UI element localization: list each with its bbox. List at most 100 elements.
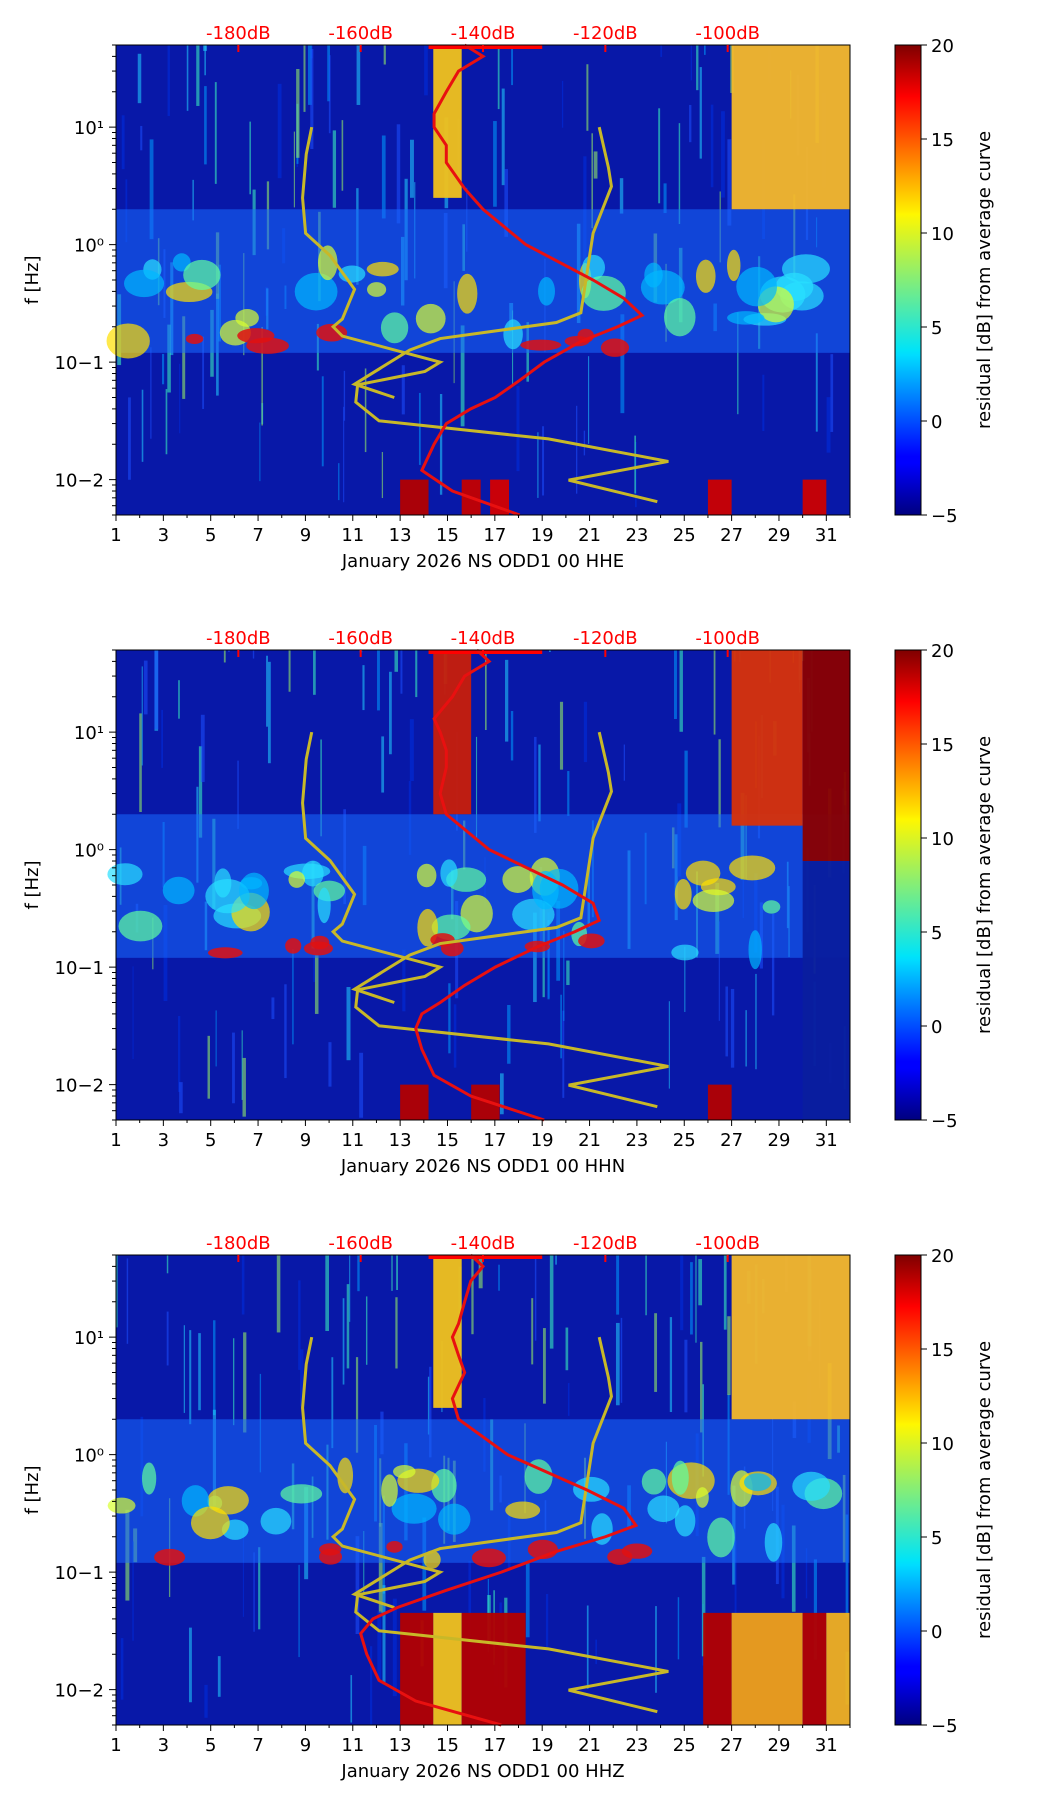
y-tick-label: 10−2 [55,1681,104,1702]
noise-streak [188,1627,192,1703]
noise-streak [698,1259,703,1306]
noise-streak [673,650,677,719]
y-axis: 10−2 10−1 10⁰ 10¹ f [Hz] [22,649,116,1121]
noise-streak [249,121,251,195]
top-db-label: -160dB [328,628,393,649]
top-db-label: -120dB [573,1233,638,1254]
microseism-blob [581,275,626,311]
noise-streak [207,1035,210,1099]
noise-streak [737,312,739,415]
noise-streak [658,108,661,204]
colorbar-tick-label: 0 [931,412,942,433]
x-tick-label: 31 [815,1130,838,1151]
x-tick-label: 1 [110,525,121,546]
noise-streak [217,1656,221,1697]
noise-streak [377,650,380,711]
nhnm-curve [351,1336,613,1609]
noise-streak [341,120,344,191]
noise-streak [346,987,351,1061]
noise-streak [678,123,681,224]
noise-streak [328,1042,332,1087]
colored-block [703,1612,732,1725]
noise-streak [346,1284,350,1369]
noise-streak [204,45,206,76]
microseism-blob [191,1506,230,1540]
noise-streak [537,432,539,498]
x-tick-label: 9 [300,1735,311,1756]
microseism-blob [393,1464,416,1479]
noise-streak [167,324,171,393]
noise-streak [266,655,268,727]
microseism-blob [505,1501,541,1519]
noise-streak [292,949,294,1045]
noise-streak [501,88,505,186]
noise-streak [357,1255,360,1292]
colored-block [731,45,850,210]
y-tick-label: 10⁰ [74,1446,104,1467]
x-tick-label: 23 [625,1130,648,1151]
microseism-blob [538,277,555,306]
noise-streak [689,104,692,143]
top-db-label: -100dB [695,628,760,649]
noise-streak [182,316,186,399]
noise-streak [471,1255,474,1335]
colorbar-tick-label: 5 [931,923,942,944]
noise-streak [395,1297,398,1369]
noise-streak [400,650,403,694]
noise-streak [271,997,275,1020]
microseism-peak [237,328,275,344]
noise-streak [198,746,203,838]
microseism-peak [319,1548,343,1565]
noise-streak [350,1675,353,1723]
noise-streak [132,966,134,1060]
microseism-blob [415,303,446,334]
noise-streak [162,353,165,385]
noise-streak [178,680,180,719]
x-tick-label: 11 [341,525,364,546]
nlnm-curve [301,731,669,1109]
noise-streak [298,1280,301,1370]
x-tick-label: 5 [205,1130,216,1151]
noise-streak [332,130,337,208]
noise-streak [132,1541,134,1641]
noise-streak [241,1030,243,1100]
noise-streak [734,1540,737,1632]
noise-streak [516,386,520,472]
microseism-blob [503,319,523,350]
noise-streak [321,376,324,467]
microseism-blob [641,1468,667,1495]
microseism-blob [107,863,143,886]
nhnm-curve [351,731,613,1004]
x-tick-label: 17 [483,1130,506,1151]
microseism-peak [207,947,243,959]
colored-block [731,1612,803,1725]
noise-streak [562,1010,565,1098]
microseism-blob [663,297,696,337]
noise-streak [718,739,721,828]
noise-streak [143,660,148,715]
microseism-blob [124,269,165,298]
x-tick-label: 3 [158,1735,169,1756]
top-db-label: -120dB [573,23,638,44]
noise-streak [830,354,834,432]
noise-streak [320,739,322,837]
colored-block [802,1612,827,1725]
noise-streak [161,709,163,768]
colorbar-label: residual [dB] from average curve [974,736,995,1034]
noise-streak [771,913,775,1016]
noise-streak [755,973,757,1070]
colorbar-gradient [894,44,922,516]
x-tick-label: 29 [768,1735,791,1756]
top-gap-strip [428,650,543,654]
noise-streak [684,750,688,828]
noise-streak [586,1605,589,1689]
noise-streak [154,650,159,730]
x-tick-label: 27 [720,525,743,546]
noise-streak [232,1032,235,1104]
noise-streak [243,1332,247,1433]
noise-streak [165,389,168,455]
x-tick-label: 5 [205,1735,216,1756]
colorbar-gradient [894,1254,922,1726]
x-tick-label: 27 [720,1130,743,1151]
